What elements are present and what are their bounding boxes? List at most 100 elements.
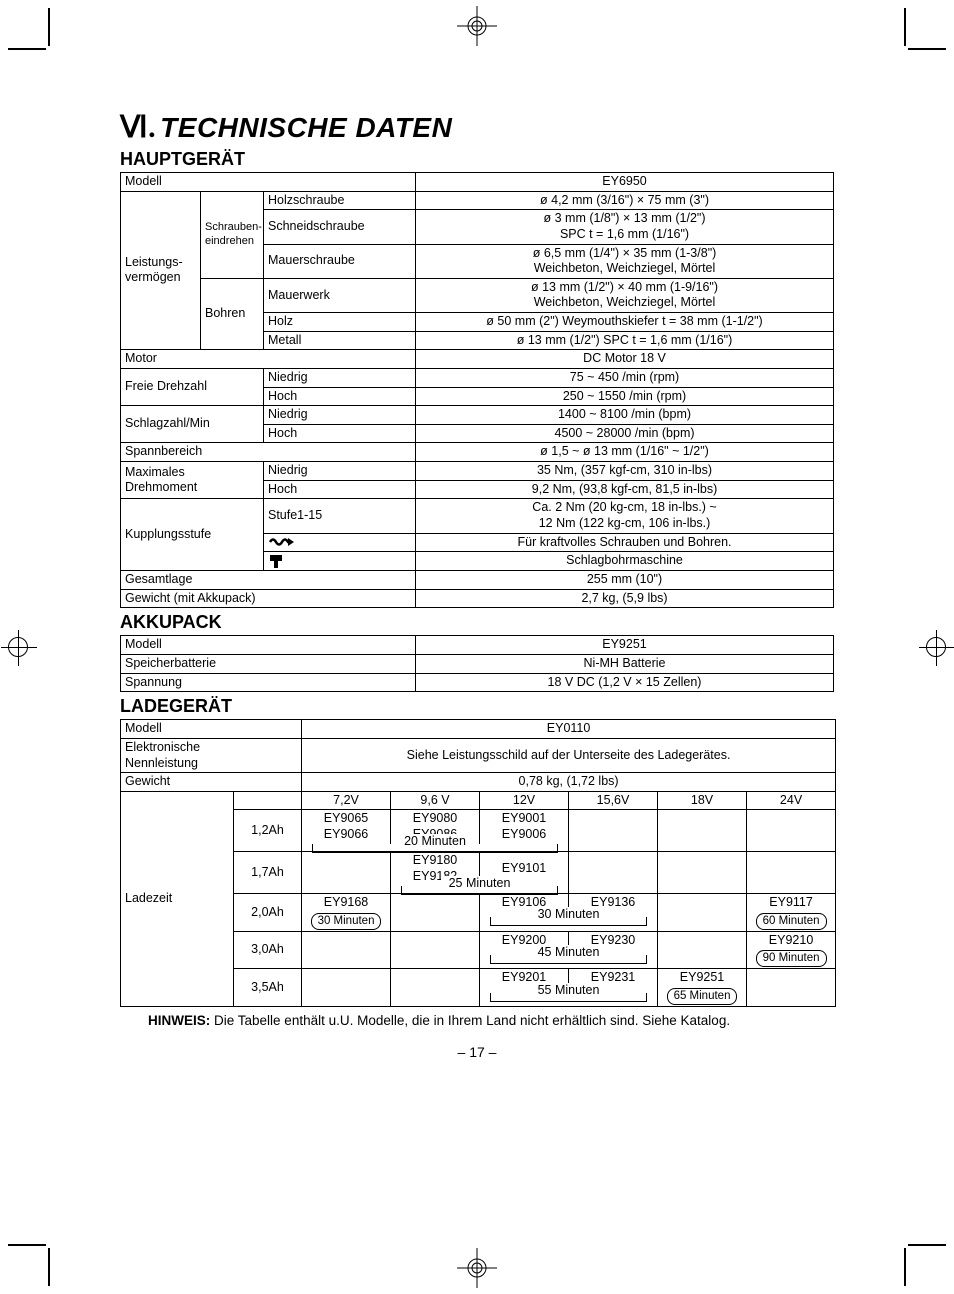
cell-value: ø 3 mm (1/8") × 13 mm (1/2") SPC t = 1,6… (416, 210, 834, 244)
crop-mark (48, 8, 50, 46)
cell-value: ø 6,5 mm (1/4") × 35 mm (1-3/8") Weichbe… (416, 244, 834, 278)
note-text: HINWEIS: Die Tabelle enthält u.U. Modell… (120, 1013, 834, 1028)
cell-label: Niedrig (264, 406, 416, 425)
section-number: Ⅵ. (120, 111, 156, 144)
cell-value: Für kraftvolles Schrauben und Bohren. (416, 533, 834, 552)
crop-mark (908, 48, 946, 50)
cell-label: Hoch (264, 480, 416, 499)
time-cell: 55 Minuten (480, 987, 658, 1006)
volt-header: 15,6V (569, 791, 658, 810)
cell-blank (234, 791, 302, 810)
cell-value: 35 Nm, (357 kgf-cm, 310 in-lbs) (416, 462, 834, 481)
side-mark-icon (8, 637, 28, 657)
cell-label: Hoch (264, 387, 416, 406)
ah-label: 2,0Ah (234, 894, 302, 932)
crop-mark (908, 1244, 946, 1246)
cell-blank (569, 810, 658, 852)
ah-label: 3,0Ah (234, 931, 302, 969)
cell-value: ø 50 mm (2") Weymouthskiefer t = 38 mm (… (416, 313, 834, 332)
cell-blank (391, 894, 480, 932)
cell-label: Schneidschraube (264, 210, 416, 244)
cell-blank (747, 969, 836, 1007)
cell-label: Holz (264, 313, 416, 332)
cell-blank (658, 931, 747, 969)
volt-header: 12V (480, 791, 569, 810)
cell-value: Schlagbohrmaschine (416, 552, 834, 571)
cell-value: EY9210 (747, 931, 836, 949)
cell-value: DC Motor 18 V (416, 350, 834, 369)
cell-label: Metall (264, 331, 416, 350)
volt-header: 7,2V (302, 791, 391, 810)
cell-value: EY6950 (416, 173, 834, 192)
cell-label: Gewicht (mit Akkupack) (121, 589, 416, 608)
cell-label: Hoch (264, 424, 416, 443)
cell-label: Schrauben- eindrehen (201, 191, 264, 278)
cell-value: EY9168 (302, 894, 391, 912)
section-heading-charger: LADEGERÄT (120, 696, 834, 717)
crop-mark (8, 48, 46, 50)
cell-blank (658, 894, 747, 932)
time-cell: 20 Minuten (302, 844, 569, 852)
cell-label: Speicherbatterie (121, 655, 416, 674)
registration-mark-icon (457, 6, 497, 46)
cell-blank (302, 852, 391, 894)
cell-label: Spannung (121, 673, 416, 692)
cell-label: Modell (121, 636, 416, 655)
ah-label: 3,5Ah (234, 969, 302, 1007)
section-heading-akku: AKKUPACK (120, 612, 834, 633)
main-spec-table: ModellEY6950 Leistungs- vermögen Schraub… (120, 172, 834, 608)
time-cell: 45 Minuten (480, 949, 658, 968)
cell-label: Spannbereich (121, 443, 416, 462)
cell-blank (658, 810, 747, 852)
cell-label: Stufe1-15 (264, 499, 416, 533)
cell-value: 0,78 kg, (1,72 lbs) (302, 773, 836, 792)
cell-label: Ladezeit (121, 791, 234, 1006)
crop-mark (904, 1248, 906, 1286)
cell-label: Niedrig (264, 368, 416, 387)
cell-label: Holzschraube (264, 191, 416, 210)
cell-blank (747, 852, 836, 894)
cell-value: 255 mm (10") (416, 571, 834, 590)
cell-blank (658, 852, 747, 894)
cell-label: Maximales Drehmoment (121, 462, 264, 499)
cell-label: Freie Drehzahl (121, 368, 264, 405)
cell-label: Motor (121, 350, 416, 369)
volt-header: 9,6 V (391, 791, 480, 810)
time-cell: 25 Minuten (391, 886, 569, 894)
cell-label: Modell (121, 720, 302, 739)
cell-blank (302, 969, 391, 1007)
cell-label: Niedrig (264, 462, 416, 481)
cell-value: ø 4,2 mm (3/16") × 75 mm (3") (416, 191, 834, 210)
time-cell: 30 Minuten (302, 912, 391, 931)
cell-value: 2,7 kg, (5,9 lbs) (416, 589, 834, 608)
cell-value: EY9117 (747, 894, 836, 912)
cell-label: Bohren (201, 278, 264, 350)
page-title: Ⅵ.TECHNISCHE DATEN (120, 110, 834, 145)
time-cell: 65 Minuten (658, 987, 747, 1006)
section-heading-main: HAUPTGERÄT (120, 149, 834, 170)
cell-blank (391, 931, 480, 969)
cell-blank (391, 969, 480, 1007)
registration-mark-icon (457, 1248, 497, 1288)
cell-value: ø 1,5 ~ ø 13 mm (1/16" ~ 1/2") (416, 443, 834, 462)
hammer-icon (264, 552, 416, 571)
cell-label: Mauerschraube (264, 244, 416, 278)
crop-mark (48, 1248, 50, 1286)
cell-label: Mauerwerk (264, 278, 416, 312)
cell-value: 75 ~ 450 /min (rpm) (416, 368, 834, 387)
cell-label: Gesamtlage (121, 571, 416, 590)
cell-value: Siehe Leistungsschild auf der Unterseite… (302, 738, 836, 772)
cell-value: ø 13 mm (1/2") × 40 mm (1-9/16") Weichbe… (416, 278, 834, 312)
cell-label: Elektronische Nennleistung (121, 738, 302, 772)
cell-value: EY9251 (658, 969, 747, 987)
note-label: HINWEIS: (148, 1013, 210, 1028)
cell-value: 4500 ~ 28000 /min (bpm) (416, 424, 834, 443)
ah-label: 1,2Ah (234, 810, 302, 852)
time-cell: 90 Minuten (747, 949, 836, 968)
time-cell: 30 Minuten (480, 912, 658, 931)
cell-label: Leistungs- vermögen (121, 191, 201, 350)
side-mark-icon (926, 637, 946, 657)
note-body: Die Tabelle enthält u.U. Modelle, die in… (214, 1013, 730, 1028)
cell-value: 1400 ~ 8100 /min (bpm) (416, 406, 834, 425)
drill-icon (264, 533, 416, 552)
